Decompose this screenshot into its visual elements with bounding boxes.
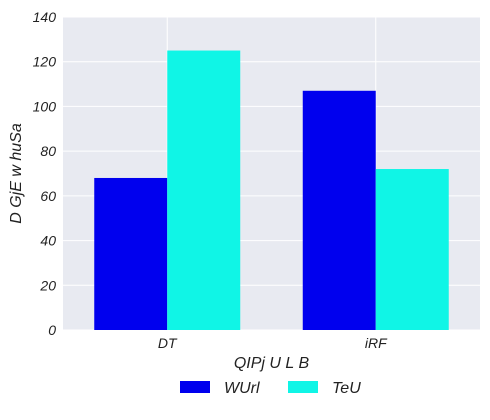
x-axis-label: QIPj U L B <box>234 355 310 372</box>
y-axis-label: D GjE w huSa <box>8 123 25 224</box>
bar-TeU-DT <box>167 50 241 331</box>
legend-swatch-WUrl <box>180 381 210 393</box>
y-tick-label: 80 <box>40 143 56 159</box>
legend-label-WUrl: WUrl <box>224 380 260 397</box>
y-tick-label: 100 <box>33 98 57 114</box>
y-tick-label: 140 <box>33 9 57 25</box>
bar-WUrl-iRF <box>302 90 376 331</box>
legend: WUrl TeU <box>180 380 361 397</box>
y-tick-label: 60 <box>40 188 56 204</box>
y-tick-label: 40 <box>40 233 56 249</box>
y-tick-label: 120 <box>33 54 57 70</box>
legend-label-TeU: TeU <box>332 380 361 397</box>
bar-WUrl-DT <box>94 177 168 330</box>
bar-TeU-iRF <box>375 169 449 330</box>
y-tick-label: 20 <box>39 277 56 293</box>
bars <box>94 50 449 331</box>
legend-swatch-TeU <box>288 381 318 393</box>
x-tick-label: iRF <box>365 335 388 351</box>
x-tick-label: DT <box>158 335 178 351</box>
x-axis-ticks: DT iRF <box>158 335 388 351</box>
y-axis-ticks: 0 20 40 60 80 100 120 140 <box>33 9 57 338</box>
y-tick-label: 0 <box>48 322 56 338</box>
